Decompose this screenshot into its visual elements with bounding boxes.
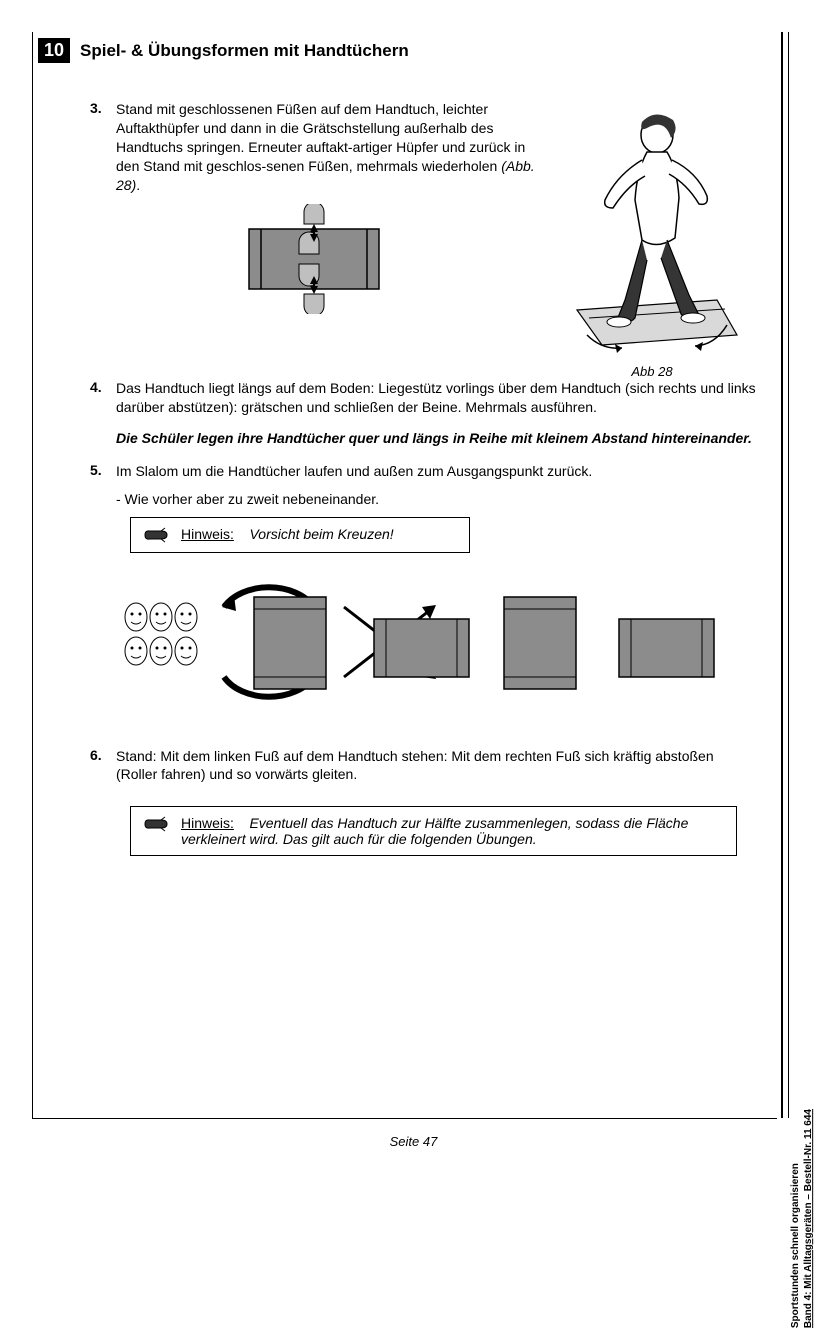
hint-box-1: Hinweis: Vorsicht beim Kreuzen! xyxy=(130,517,470,553)
item-number: 4. xyxy=(90,379,108,417)
figure-caption: Abb 28 xyxy=(547,364,757,379)
side-publication-info: Sportstunden schnell organisieren Band 4… xyxy=(789,1109,815,1328)
item-text: Stand mit geschlossenen Füßen auf dem Ha… xyxy=(116,100,537,194)
section-number: 10 xyxy=(38,38,70,63)
pointing-hand-icon xyxy=(143,526,169,544)
pointing-hand-icon xyxy=(143,815,169,833)
hint-text: Eventuell das Handtuch zur Hälfte zusamm… xyxy=(181,815,688,847)
item-number: 5. xyxy=(90,462,108,481)
diagram-slalom xyxy=(90,567,757,717)
hint-label: Hinweis: xyxy=(181,815,234,831)
item-number: 6. xyxy=(90,747,108,785)
content-area: 3. Stand mit geschlossenen Füßen auf dem… xyxy=(90,100,757,1089)
page-number: Seite 47 xyxy=(0,1134,827,1149)
hint-box-2: Hinweis: Eventuell das Handtuch zur Hälf… xyxy=(130,806,737,856)
list-item-3: 3. Stand mit geschlossenen Füßen auf dem… xyxy=(90,100,537,194)
item-number: 3. xyxy=(90,100,108,194)
list-item-6: 6. Stand: Mit dem linken Fuß auf dem Han… xyxy=(90,747,757,785)
item-text: Im Slalom um die Handtücher laufen und a… xyxy=(116,462,757,481)
page-header: 10 Spiel- & Übungsformen mit Handtüchern xyxy=(38,38,767,63)
side-line-2: Band 4: Mit Alltagsgeräten – Bestell-Nr.… xyxy=(802,1109,815,1328)
page-title: Spiel- & Übungsformen mit Handtüchern xyxy=(80,41,409,61)
sub-item: - Wie vorher aber zu zweit nebeneinander… xyxy=(116,491,757,507)
figure-person-jumping: Abb 28 xyxy=(547,100,757,379)
list-item-4: 4. Das Handtuch liegt längs auf dem Bode… xyxy=(90,379,757,417)
hint-label: Hinweis: xyxy=(181,526,234,542)
item-text: Das Handtuch liegt längs auf dem Boden: … xyxy=(116,379,757,417)
instruction-note: Die Schüler legen ihre Handtücher quer u… xyxy=(116,429,757,448)
hint-text: Vorsicht beim Kreuzen! xyxy=(249,526,393,542)
hint-content: Hinweis: Vorsicht beim Kreuzen! xyxy=(181,526,394,542)
diagram-towel-feet xyxy=(90,204,537,314)
item-text: Stand: Mit dem linken Fuß auf dem Handtu… xyxy=(116,747,757,785)
side-line-1: Sportstunden schnell organisieren xyxy=(789,1109,802,1328)
list-item-5: 5. Im Slalom um die Handtücher laufen un… xyxy=(90,462,757,481)
hint-content: Hinweis: Eventuell das Handtuch zur Hälf… xyxy=(181,815,724,847)
